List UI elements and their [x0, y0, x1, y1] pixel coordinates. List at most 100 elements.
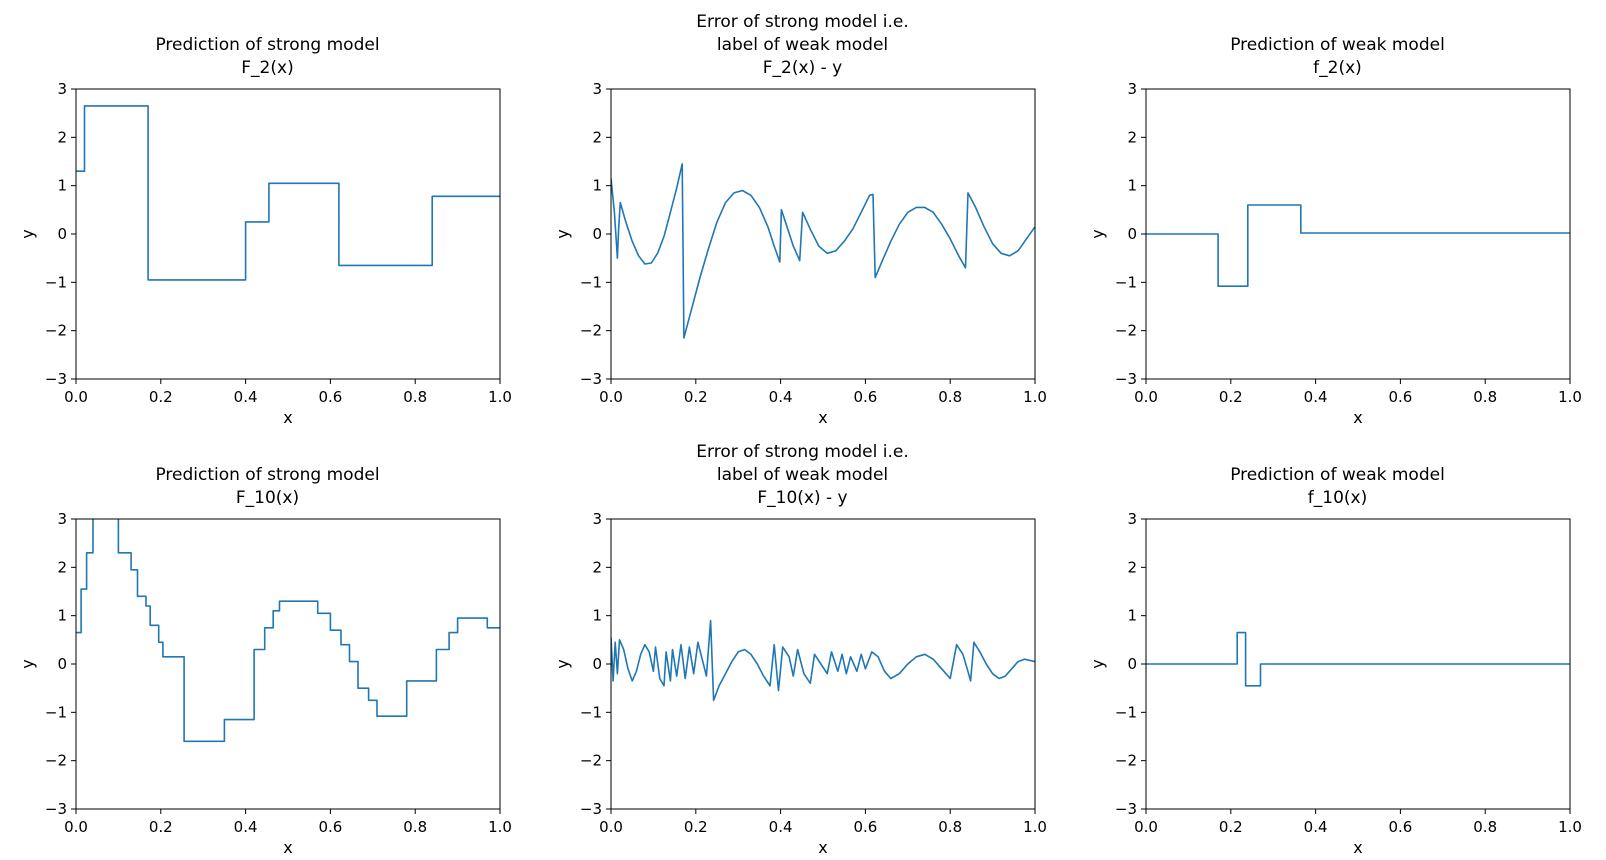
svg-text:y: y: [1088, 659, 1107, 668]
subplot-strong-f10: Prediction of strong model F_10(x) 0.0 0.…: [0, 430, 535, 860]
svg-text:0.0: 0.0: [599, 388, 623, 406]
plot-title-line: Error of strong model i.e.: [696, 12, 909, 32]
svg-text:0: 0: [592, 225, 602, 243]
svg-text:0.6: 0.6: [853, 818, 877, 836]
svg-text:0: 0: [57, 655, 67, 673]
svg-text:1: 1: [57, 177, 67, 195]
plot-title-line: F_2(x) - y: [762, 58, 843, 78]
svg-text:y: y: [553, 659, 572, 668]
svg-text:0.6: 0.6: [1388, 818, 1412, 836]
svg-text:−2: −2: [1114, 322, 1136, 340]
svg-text:−1: −1: [1114, 273, 1136, 291]
chart-canvas: 0.0 0.2 0.4 0.6 0.8 1.0 −3 −2 −1 0 1 2 3 x y: [1088, 81, 1582, 427]
plot-title-line: Prediction of strong model: [155, 35, 380, 55]
svg-text:0.6: 0.6: [853, 388, 877, 406]
plot-title-line: Error of strong model i.e.: [696, 442, 909, 462]
svg-text:x: x: [283, 408, 292, 427]
svg-text:x: x: [1353, 408, 1362, 427]
svg-text:2: 2: [1127, 558, 1137, 576]
chart-canvas: 0.0 0.2 0.4 0.6 0.8 1.0 −3 −2 −1 0 1 2 3 x y: [1088, 511, 1582, 857]
svg-text:0.6: 0.6: [318, 388, 342, 406]
svg-text:2: 2: [1127, 128, 1137, 146]
svg-text:0.0: 0.0: [599, 818, 623, 836]
svg-text:1: 1: [1127, 177, 1137, 195]
svg-text:3: 3: [592, 81, 602, 98]
svg-text:1: 1: [1127, 607, 1137, 625]
svg-text:0: 0: [1127, 655, 1137, 673]
svg-text:3: 3: [57, 81, 67, 98]
svg-text:0.8: 0.8: [938, 818, 962, 836]
svg-text:−2: −2: [44, 322, 66, 340]
plot-title-line: f_10(x): [1307, 488, 1368, 508]
plot-title: Prediction of strong model F_10(x): [155, 430, 379, 511]
svg-text:−3: −3: [44, 800, 66, 818]
svg-text:0.6: 0.6: [1388, 388, 1412, 406]
svg-text:0.8: 0.8: [938, 388, 962, 406]
svg-text:0.8: 0.8: [403, 388, 427, 406]
svg-text:y: y: [18, 229, 37, 238]
svg-text:0.4: 0.4: [768, 818, 792, 836]
plot-title-line: F_2(x): [241, 58, 294, 78]
svg-text:0.4: 0.4: [233, 388, 257, 406]
subplot-error-f10: Error of strong model i.e. label of weak…: [535, 430, 1070, 860]
svg-text:−3: −3: [1114, 800, 1136, 818]
svg-text:0.8: 0.8: [1473, 818, 1497, 836]
plot-title-line: Prediction of weak model: [1230, 465, 1445, 485]
svg-text:0: 0: [57, 225, 67, 243]
svg-text:1: 1: [57, 607, 67, 625]
svg-text:−3: −3: [1114, 370, 1136, 388]
svg-text:0.4: 0.4: [1303, 818, 1327, 836]
svg-text:0.0: 0.0: [64, 388, 88, 406]
svg-text:−2: −2: [579, 752, 601, 770]
chart-canvas: 0.0 0.2 0.4 0.6 0.8 1.0 −3 −2 −1 0 1 2 3 x y: [18, 81, 512, 427]
svg-text:1: 1: [592, 607, 602, 625]
plot-title-line: label of weak model: [716, 35, 889, 55]
subplot-error-f2: Error of strong model i.e. label of weak…: [535, 0, 1070, 430]
svg-text:0.2: 0.2: [1218, 388, 1242, 406]
svg-text:0.8: 0.8: [1473, 388, 1497, 406]
svg-text:y: y: [1088, 229, 1107, 238]
svg-text:0.4: 0.4: [768, 388, 792, 406]
svg-text:−3: −3: [579, 800, 601, 818]
svg-text:0.2: 0.2: [1218, 818, 1242, 836]
svg-text:−1: −1: [44, 703, 66, 721]
plot-title: Error of strong model i.e. label of weak…: [696, 0, 908, 81]
svg-text:x: x: [818, 408, 827, 427]
svg-text:2: 2: [57, 128, 67, 146]
plot-title: Prediction of weak model f_10(x): [1230, 430, 1445, 511]
svg-text:1.0: 1.0: [1558, 818, 1582, 836]
svg-text:x: x: [1353, 838, 1362, 857]
svg-text:0: 0: [1127, 225, 1137, 243]
svg-text:−2: −2: [44, 752, 66, 770]
plot-title-line: Prediction of weak model: [1230, 35, 1445, 55]
svg-text:1: 1: [592, 177, 602, 195]
svg-text:1.0: 1.0: [488, 388, 512, 406]
svg-text:3: 3: [57, 511, 67, 528]
svg-text:2: 2: [592, 128, 602, 146]
plot-title-line: F_10(x): [235, 488, 300, 508]
chart-canvas: 0.0 0.2 0.4 0.6 0.8 1.0 −3 −2 −1 0 1 2 3 x y: [553, 81, 1047, 427]
svg-text:−1: −1: [579, 703, 601, 721]
plot-title-line: Prediction of strong model: [155, 465, 380, 485]
svg-text:x: x: [283, 838, 292, 857]
plot-title-line: f_2(x): [1313, 58, 1362, 78]
svg-text:0.8: 0.8: [403, 818, 427, 836]
svg-text:0.0: 0.0: [1134, 818, 1158, 836]
svg-text:0: 0: [592, 655, 602, 673]
svg-text:0.2: 0.2: [683, 818, 707, 836]
svg-text:−2: −2: [1114, 752, 1136, 770]
svg-text:0.2: 0.2: [148, 388, 172, 406]
svg-text:0.0: 0.0: [64, 818, 88, 836]
chart-canvas: 0.0 0.2 0.4 0.6 0.8 1.0 −3 −2 −1 0 1 2 3 x y: [18, 511, 512, 857]
svg-text:−1: −1: [1114, 703, 1136, 721]
svg-text:0.6: 0.6: [318, 818, 342, 836]
svg-text:2: 2: [57, 558, 67, 576]
svg-text:x: x: [818, 838, 827, 857]
plot-title: Error of strong model i.e. label of weak…: [696, 430, 908, 511]
svg-text:0.4: 0.4: [1303, 388, 1327, 406]
plot-title: Prediction of strong model F_2(x): [155, 0, 379, 81]
subplot-weak-f2: Prediction of weak model f_2(x) 0.0 0.2 0.…: [1070, 0, 1605, 430]
svg-text:3: 3: [1127, 81, 1137, 98]
svg-text:−3: −3: [579, 370, 601, 388]
